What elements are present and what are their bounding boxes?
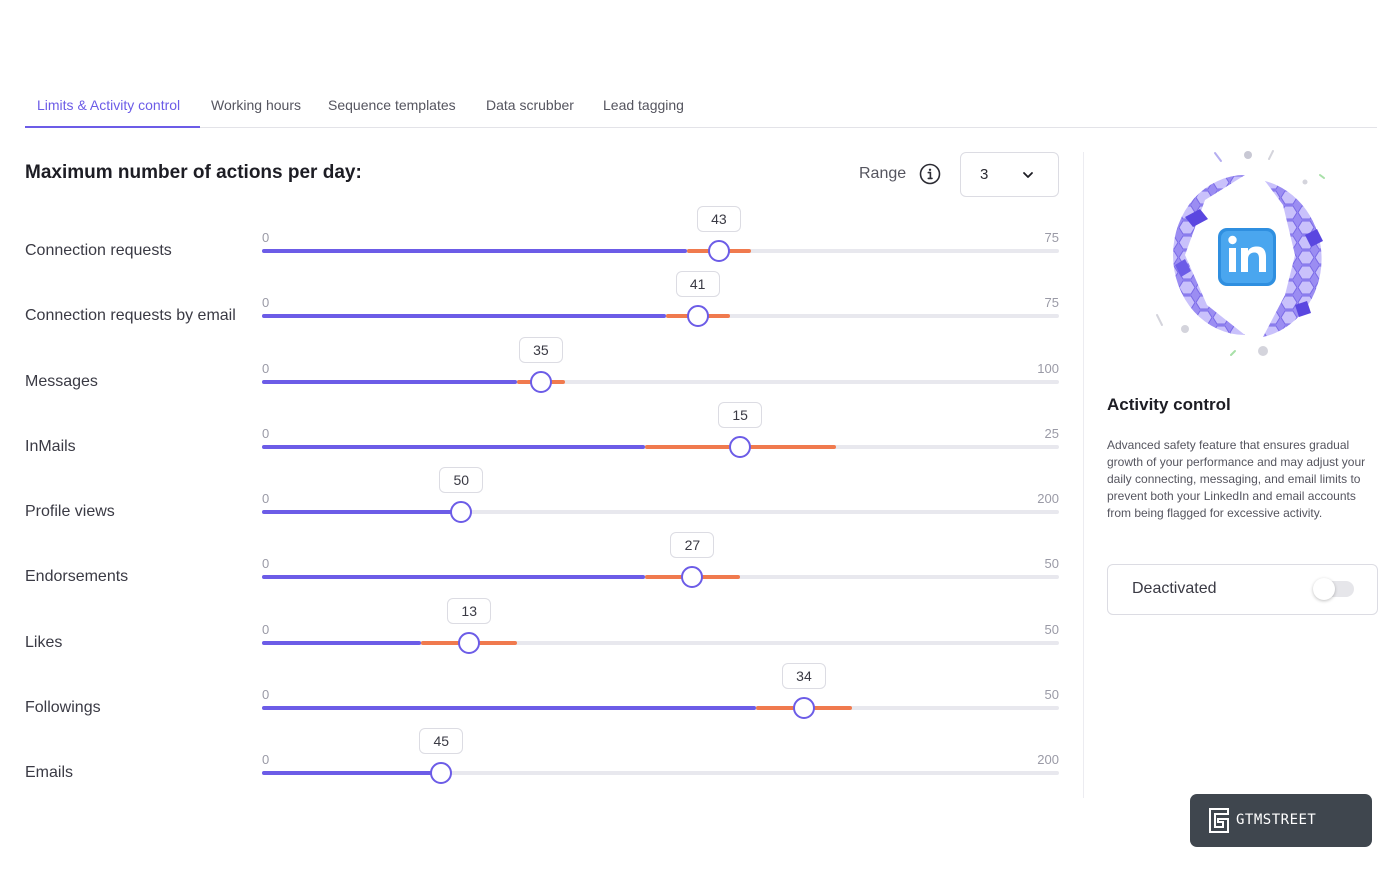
- slider-label: Emails: [25, 764, 74, 781]
- slider-thumb[interactable]: [792, 697, 815, 719]
- tab-sequence-templates[interactable]: Sequence templates: [328, 97, 456, 113]
- slider-min-label: 0: [262, 426, 270, 441]
- slider-thumb[interactable]: [450, 501, 473, 523]
- slider-value-bubble: 35: [518, 337, 563, 363]
- toggle-knob: [1313, 578, 1335, 600]
- slider-max-label: 200: [1037, 752, 1059, 767]
- slider-track[interactable]: [262, 380, 1059, 384]
- slider-thumb[interactable]: [430, 762, 453, 784]
- settings-tabs: Limits & Activity control Working hours …: [25, 85, 1377, 128]
- slider-label: Connection requests by email: [25, 307, 236, 324]
- slider-value-bubble: 43: [696, 206, 741, 232]
- slider-min-label: 0: [262, 230, 270, 245]
- range-dropdown-value: 3: [980, 166, 989, 183]
- slider-value-fill: [262, 380, 518, 384]
- slider-track[interactable]: [262, 771, 1059, 775]
- slider-value-bubble: 15: [718, 402, 763, 428]
- slider-thumb[interactable]: [707, 240, 730, 262]
- slider-value-fill: [262, 249, 688, 253]
- slider-label: Followings: [25, 699, 101, 716]
- slider-max-label: 75: [1044, 295, 1059, 310]
- slider-value-bubble: 45: [419, 728, 464, 754]
- slider-label: Likes: [25, 634, 63, 651]
- tab-data-scrubber[interactable]: Data scrubber: [486, 97, 574, 113]
- slider-max-label: 100: [1037, 361, 1059, 376]
- slider-value-bubble: 27: [670, 532, 715, 558]
- slider-min-label: 0: [262, 295, 270, 310]
- slider-min-label: 0: [262, 752, 270, 767]
- slider-thumb[interactable]: [686, 305, 709, 327]
- tab-limits-activity-control[interactable]: Limits & Activity control: [37, 97, 181, 113]
- slider-max-label: 200: [1037, 491, 1059, 506]
- slider-value-bubble: 50: [439, 467, 484, 493]
- panel-divider: [1083, 152, 1084, 798]
- info-circle-icon[interactable]: [919, 163, 941, 185]
- slider-value-fill: [262, 641, 422, 645]
- slider-min-label: 0: [262, 622, 270, 637]
- slider-value-fill: [262, 706, 757, 710]
- slider-max-label: 25: [1044, 426, 1059, 441]
- activity-control-card: Deactivated: [1107, 564, 1378, 615]
- active-tab-indicator: [25, 126, 200, 128]
- slider-min-label: 0: [262, 556, 270, 571]
- slider-label: Connection requests: [25, 242, 172, 259]
- slider-min-label: 0: [262, 687, 270, 702]
- gtmstreet-badge: GTMSTREET: [1190, 794, 1372, 847]
- slider-max-label: 50: [1044, 687, 1059, 702]
- slider-max-label: 75: [1044, 230, 1059, 245]
- slider-thumb[interactable]: [729, 436, 752, 458]
- slider-min-label: 0: [262, 361, 270, 376]
- page-title: Maximum number of actions per day:: [25, 162, 362, 183]
- linkedin-globe-illustration: [1156, 150, 1325, 356]
- slider-min-label: 0: [262, 491, 270, 506]
- tab-working-hours[interactable]: Working hours: [211, 97, 302, 113]
- slider-max-label: 50: [1044, 622, 1059, 637]
- slider-value-bubble: 13: [447, 598, 492, 624]
- activity-control-toggle[interactable]: [1313, 578, 1354, 600]
- activity-control-title: Activity control: [1107, 395, 1231, 414]
- slider-max-label: 50: [1044, 556, 1059, 571]
- slider-thumb[interactable]: [458, 632, 481, 654]
- gtmstreet-logo-icon: [1209, 808, 1229, 833]
- slider-value-bubble: 34: [781, 663, 826, 689]
- slider-value-fill: [262, 771, 442, 775]
- tab-lead-tagging[interactable]: Lead tagging: [603, 97, 684, 113]
- slider-thumb[interactable]: [681, 566, 704, 588]
- gtmstreet-text: GTMSTREET: [1236, 812, 1317, 828]
- activity-control-status: Deactivated: [1132, 580, 1217, 597]
- slider-label: Endorsements: [25, 568, 129, 585]
- range-dropdown[interactable]: 3: [960, 152, 1059, 197]
- slider-label: Messages: [25, 373, 98, 390]
- slider-label: InMails: [25, 438, 76, 455]
- range-label: Range: [859, 165, 907, 182]
- slider-value-bubble: 41: [675, 271, 720, 297]
- slider-track[interactable]: [262, 641, 1059, 645]
- activity-control-description: Advanced safety feature that ensures gra…: [1107, 438, 1366, 520]
- slider-label: Profile views: [25, 503, 115, 520]
- slider-value-fill: [262, 445, 645, 449]
- slider-track[interactable]: [262, 510, 1059, 514]
- slider-thumb[interactable]: [529, 371, 552, 393]
- slider-value-fill: [262, 314, 666, 318]
- slider-value-fill: [262, 510, 462, 514]
- slider-value-fill: [262, 575, 645, 579]
- chevron-down-icon: [1023, 172, 1033, 178]
